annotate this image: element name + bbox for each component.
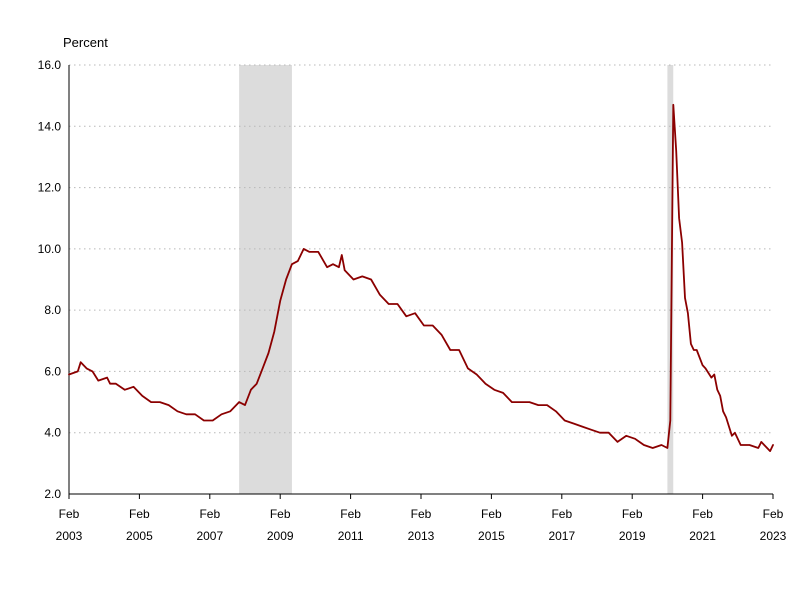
x-tick-month-label: Feb [763,507,784,521]
x-tick-month-label: Feb [481,507,502,521]
y-tick-label: 8.0 [44,303,61,317]
recession-band [239,65,292,494]
x-tick-year-label: 2015 [478,529,505,543]
x-tick-month-label: Feb [199,507,220,521]
x-tick-year-label: 2009 [267,529,294,543]
axes [68,65,774,499]
y-axis-unit-label: Percent [63,35,108,50]
y-tick-label: 16.0 [38,58,62,72]
series-line [68,103,774,453]
x-tick-month-label: Feb [59,507,80,521]
y-tick-label: 6.0 [44,364,61,378]
x-tick-year-label: 2021 [689,529,716,543]
x-tick-year-label: 2019 [619,529,646,543]
x-tick-month-label: Feb [622,507,643,521]
y-tick-label: 14.0 [38,119,62,133]
y-tick-label: 4.0 [44,426,61,440]
x-tick-month-label: Feb [129,507,150,521]
x-tick-month-label: Feb [692,507,713,521]
x-tick-year-label: 2017 [548,529,575,543]
x-tick-year-label: 2005 [126,529,153,543]
y-tick-label: 10.0 [38,242,62,256]
x-tick-year-label: 2023 [760,529,787,543]
series-layer [68,103,774,453]
x-tick-month-label: Feb [340,507,361,521]
x-tick-month-label: Feb [270,507,291,521]
x-tick-year-label: 2007 [196,529,223,543]
y-tick-labels: 2.0 4.0 6.0 8.0 10.0 12.0 14.0 16.0 [38,58,62,501]
x-tick-labels: Feb 2003 Feb 2005 Feb 2007 Feb 2009 Feb 2011 Feb 20… [56,507,787,543]
x-tick-year-label: 2003 [56,529,83,543]
recession-band [667,65,674,494]
x-tick-year-label: 2011 [338,529,364,543]
y-tick-label: 2.0 [44,487,61,501]
x-tick-year-label: 2013 [408,529,435,543]
x-tick-month-label: Feb [411,507,432,521]
y-tick-label: 12.0 [38,181,62,195]
recession-shading-layer [239,65,674,494]
x-tick-month-label: Feb [551,507,572,521]
